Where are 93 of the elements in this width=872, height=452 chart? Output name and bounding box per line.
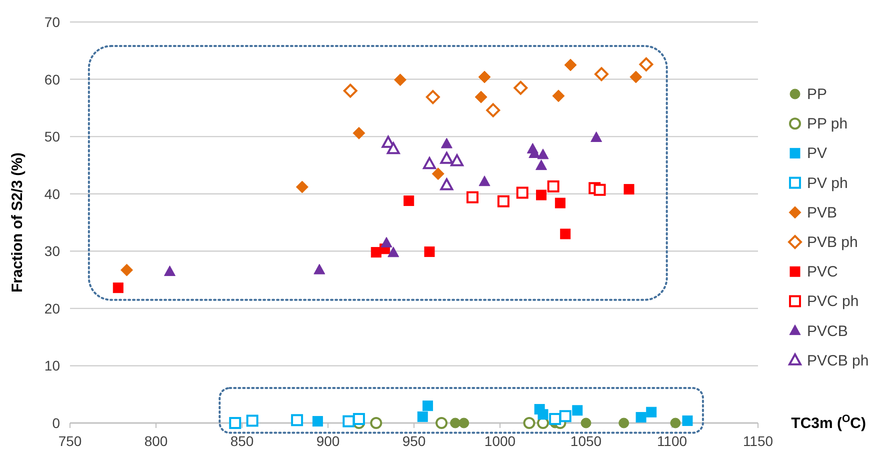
legend-label: PVC ph (807, 293, 859, 310)
y-axis-title: Fraction of S2/3 (%) (9, 152, 26, 293)
point (516, 186, 528, 199)
point (394, 74, 406, 86)
point (436, 417, 448, 429)
point (636, 412, 646, 423)
point (549, 412, 562, 425)
point (554, 198, 566, 208)
point (343, 84, 358, 98)
point (342, 415, 355, 428)
legend-label: PVCB ph (807, 352, 869, 370)
point (458, 418, 470, 428)
point (120, 264, 134, 276)
y-tick-label: 30 (44, 243, 60, 260)
legend-label: PVC (807, 264, 838, 281)
point (424, 246, 435, 257)
legend-label: PP (807, 86, 828, 103)
point (380, 236, 392, 248)
point (450, 154, 464, 166)
x-tick-label: 750 (58, 433, 82, 449)
point (514, 80, 528, 95)
x-tick-label: 800 (144, 433, 168, 449)
point (537, 148, 549, 160)
point (352, 412, 365, 425)
point (422, 157, 436, 170)
point (536, 190, 547, 200)
point (523, 417, 536, 429)
y-tick-label: 70 (44, 14, 60, 30)
legend-label: PV ph (807, 174, 848, 192)
point (352, 126, 366, 140)
point (417, 411, 428, 422)
point (564, 58, 577, 72)
point (646, 406, 657, 418)
legend-label: PVCB (807, 322, 848, 340)
x-tick-label: 900 (316, 433, 340, 449)
x-tick-label: 850 (230, 433, 254, 449)
point (486, 103, 500, 118)
point (296, 180, 308, 194)
point (478, 70, 491, 84)
point (497, 195, 510, 208)
point (618, 418, 630, 428)
point (426, 90, 440, 104)
y-tick-label: 20 (44, 300, 60, 316)
point (112, 282, 124, 294)
point (440, 138, 452, 148)
legend-label: PVB (807, 204, 838, 222)
point (552, 90, 565, 102)
point (639, 57, 654, 72)
legend-label: PV (807, 145, 828, 162)
point (432, 168, 444, 180)
point (594, 184, 606, 196)
x-tick-label: 1050 (570, 433, 602, 449)
point (229, 417, 242, 429)
point (559, 410, 572, 422)
point (682, 415, 693, 426)
point (422, 400, 434, 412)
y-tick-label: 60 (44, 71, 60, 88)
point (630, 70, 642, 84)
point (536, 160, 548, 170)
point (440, 152, 454, 164)
x-axis-title: TC3m ($^{O}$C) (791, 413, 866, 432)
point (572, 405, 583, 416)
legend-label: PP ph (807, 116, 848, 133)
legend-label: PVB ph (807, 234, 858, 251)
x-tick-label: 1150 (742, 433, 774, 449)
y-tick-label: 10 (44, 358, 60, 374)
point (580, 418, 592, 428)
point (246, 414, 258, 427)
point (404, 195, 414, 206)
point (594, 67, 608, 82)
point (466, 191, 478, 204)
point (386, 142, 400, 154)
point (312, 416, 323, 427)
x-tick-label: 1000 (484, 433, 516, 449)
point (370, 417, 382, 429)
point (624, 184, 634, 195)
x-tick-label: 1100 (656, 433, 688, 449)
point (291, 414, 304, 426)
point (670, 418, 681, 428)
point (478, 176, 490, 186)
x-tick-label: 950 (402, 433, 426, 449)
point (560, 228, 571, 240)
point (538, 409, 548, 420)
y-tick-label: 50 (44, 128, 60, 145)
point (440, 178, 454, 190)
point (474, 90, 488, 104)
y-tick-label: 0 (52, 415, 60, 431)
point (388, 246, 400, 258)
point (314, 264, 326, 274)
point (164, 266, 176, 276)
point (547, 180, 560, 192)
point (590, 131, 602, 142)
y-tick-label: 40 (44, 186, 60, 202)
